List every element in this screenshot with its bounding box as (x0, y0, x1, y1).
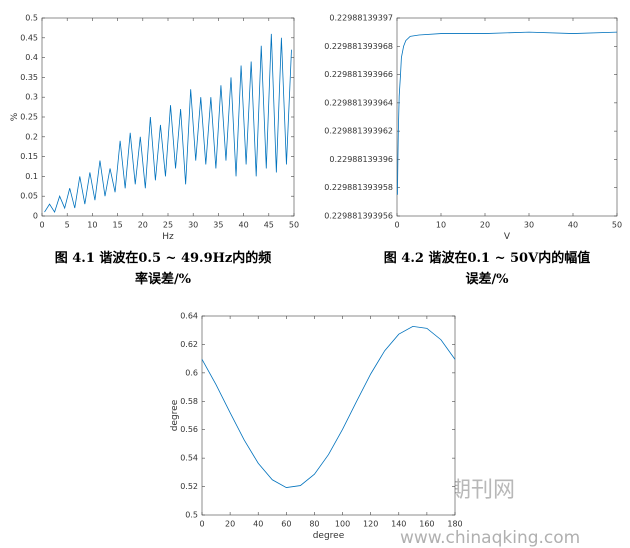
x-tick-label: 0 (39, 221, 44, 230)
y-tick-label: 0.5 (185, 511, 198, 520)
x-tick-label: 40 (568, 221, 578, 230)
data-line (44, 33, 292, 213)
x-tick-label: 20 (138, 221, 148, 230)
x-tick-label: 120 (363, 520, 378, 529)
x-tick-label: 60 (281, 520, 291, 529)
x-axis-label: Hz (162, 232, 174, 242)
x-tick-label: 50 (612, 221, 622, 230)
x-tick-label: 30 (524, 221, 534, 230)
y-tick-label: 0.6 (185, 368, 198, 377)
y-tick-label: 0.229881393964 (324, 98, 393, 107)
y-tick-label: 0.62 (180, 340, 198, 349)
x-tick-label: 100 (335, 520, 350, 529)
y-tick-label: 0.2 (25, 132, 38, 141)
x-tick-label: 80 (309, 520, 319, 529)
caption-line: 图 4.2 谐波在0.1 ~ 50V内的幅值 (384, 250, 590, 266)
x-tick-label: 30 (188, 221, 198, 230)
y-tick-label: 0.45 (20, 33, 38, 42)
y-tick-label: 0.3 (25, 93, 38, 102)
x-axis-label: degree (313, 531, 345, 541)
y-tick-label: 0.54 (180, 454, 198, 463)
y-tick-label: 0.229881393966 (324, 70, 393, 79)
caption-line: 率误差/% (135, 271, 192, 287)
x-axis-label: V (504, 232, 511, 242)
x-tick-label: 160 (419, 520, 434, 529)
x-tick-label: 20 (225, 520, 235, 529)
y-tick-label: 0.35 (20, 73, 38, 82)
x-tick-label: 10 (436, 221, 446, 230)
x-tick-label: 40 (239, 221, 249, 230)
y-tick-label: 0 (33, 212, 38, 221)
x-tick-label: 25 (163, 221, 173, 230)
x-tick-label: 5 (65, 221, 70, 230)
y-tick-label: 0.229881393958 (324, 183, 393, 192)
x-tick-label: 40 (253, 520, 263, 529)
x-tick-label: 50 (289, 221, 299, 230)
x-tick-label: 10 (87, 221, 97, 230)
x-tick-label: 15 (113, 221, 123, 230)
y-tick-label: 0.64 (180, 312, 198, 321)
y-tick-label: 0.05 (20, 192, 38, 201)
x-tick-label: 180 (447, 520, 462, 529)
y-tick-label: 0.4 (25, 53, 38, 62)
y-tick-label: 0.58 (180, 397, 198, 406)
axes-box (41, 17, 295, 217)
y-tick-label: 0.25 (20, 113, 38, 122)
y-tick-label: 0.229881393968 (324, 42, 393, 51)
x-tick-label: 0 (394, 221, 399, 230)
x-tick-label: 0 (199, 520, 204, 529)
y-tick-label: 0.22988139397 (329, 14, 393, 23)
caption-line: 误差/% (465, 271, 509, 287)
y-tick-label: 0.5 (25, 14, 38, 23)
x-tick-label: 35 (213, 221, 223, 230)
x-tick-label: 140 (391, 520, 406, 529)
y-tick-label: 0.229881393962 (324, 127, 393, 136)
y-tick-label: 0.22988139396 (329, 155, 393, 164)
axes-box (396, 17, 618, 217)
y-tick-label: 0.15 (20, 152, 38, 161)
y-tick-label: 0.1 (25, 172, 38, 181)
x-tick-label: 20 (480, 221, 490, 230)
x-tick-label: 45 (264, 221, 274, 230)
caption-line: 图 4.1 谐波在0.5 ~ 49.9Hz内的频 (55, 250, 272, 266)
data-line (397, 31, 618, 195)
y-tick-label: 0.229881393956 (324, 212, 393, 221)
watermark-url: www.chinaqking.com (400, 528, 580, 548)
y-axis-label: degree (170, 399, 180, 431)
y-axis-label: % (10, 112, 20, 121)
y-tick-label: 0.56 (180, 425, 198, 434)
axes-box (201, 315, 456, 516)
y-tick-label: 0.52 (180, 482, 198, 491)
data-line (201, 325, 456, 488)
